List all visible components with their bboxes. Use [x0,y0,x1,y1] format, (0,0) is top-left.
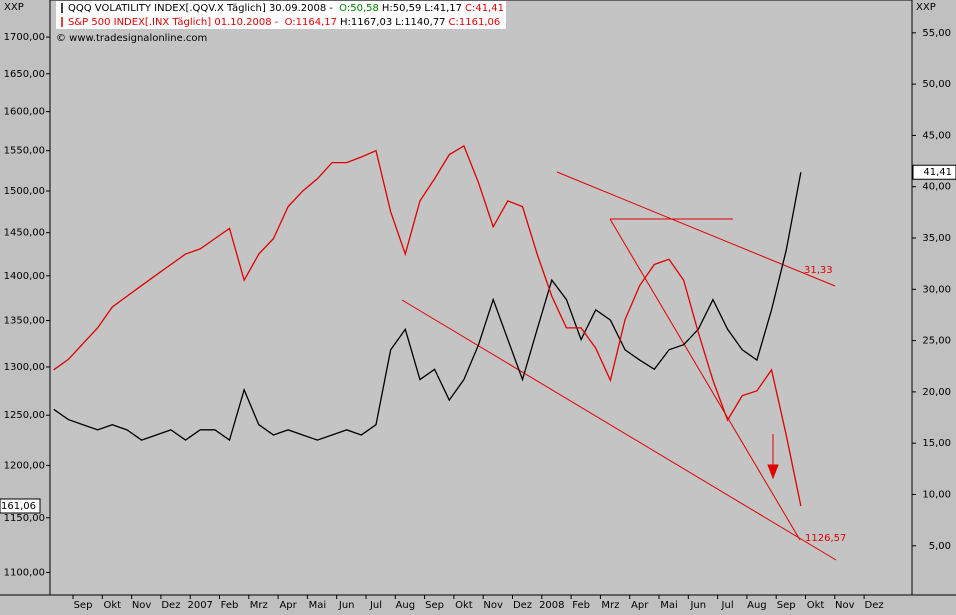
x-tick-label: Feb [572,600,590,611]
x-tick-label: Nov [483,600,503,611]
last-value-flag [912,164,956,180]
legend-bg [56,1,506,15]
y-tick-label: 1550,00 [4,146,45,157]
legend-part: L:1140,77 [395,17,445,28]
y2-tick-label: 55,00 [922,28,951,39]
x-tick-label: Jun [689,600,706,611]
x-tick-label: Mrz [250,600,268,611]
y2-tick-label: 5,00 [929,541,951,552]
y2-tick-label: 45,00 [922,130,951,141]
x-tick-label: Dez [865,600,884,611]
corner-label: XXP [4,2,24,13]
legend-part: [.INX Täglich] 01.10.2008 - [145,17,282,28]
series-line [53,172,802,442]
y2-tick-label: 15,00 [922,438,951,449]
last-value-label: 41,41 [923,167,952,178]
x-tick-label: Jul [369,600,382,611]
y-tick-label: 1250,00 [4,410,45,421]
y2-tick-label: 50,00 [922,79,951,90]
copyright: © www.tradesignalonline.com [56,33,207,44]
legend-part: C:41,41 [465,3,504,14]
y-tick-label: 1200,00 [4,460,45,471]
legend-part: H:1167,03 [340,17,392,28]
annotation: 1126,57 [805,533,846,544]
x-tick-label: Nov [835,600,855,611]
x-tick-label: Apr [279,600,297,611]
x-tick-label: Dez [513,600,532,611]
x-tick-label: Okt [104,600,122,611]
x-tick-label: Jun [338,600,355,611]
legend-part: QQQ VOLATILITY INDEX [68,3,186,14]
legend-part: C:1161,06 [449,17,501,28]
x-tick-label: 2007 [187,600,212,611]
x-tick-label: Mrz [601,600,619,611]
y-tick-label: 1300,00 [4,362,45,373]
legend-part: H:50,59 [382,3,422,14]
last-value-label: 161,06 [1,501,36,512]
y-tick-label: 1100,00 [4,567,45,578]
x-tick-label: Aug [396,600,416,611]
x-tick-label: 2008 [539,600,564,611]
series-line [53,144,802,507]
y2-tick-label: 30,00 [922,284,951,295]
y2-tick-label: 40,00 [922,182,951,193]
x-tick-label: Sep [777,600,796,611]
x-tick-label: Feb [221,600,239,611]
x-tick-label: Jul [721,600,734,611]
y-tick-label: 1650,00 [4,69,45,80]
y-tick-label: 1150,00 [4,513,45,524]
x-tick-label: Nov [132,600,152,611]
legend-entry: S&P 500 INDEX[.INX Täglich] 01.10.2008 -… [68,17,500,28]
legend-part: O:1164,17 [285,17,337,28]
legend-part: O:50,58 [339,3,379,14]
x-tick-label: Sep [425,600,444,611]
y-tick-label: 1450,00 [4,228,45,239]
legend-entry: QQQ VOLATILITY INDEX[.QQV.X Täglich] 30.… [68,3,504,14]
x-tick-label: Okt [807,600,825,611]
last-value-flag [0,498,41,514]
y-tick-label: 1700,00 [4,32,45,43]
y-tick-label: 1500,00 [4,186,45,197]
x-tick-label: Apr [631,600,649,611]
legend-bg [56,15,506,29]
x-tick-label: Sep [74,600,93,611]
y2-tick-label: 25,00 [922,336,951,347]
legend-part: [.QQV.X Täglich] 30.09.2008 - [185,3,336,14]
y-tick-label: 1600,00 [4,107,45,118]
y2-tick-label: 35,00 [922,233,951,244]
annotation: 31,33 [804,265,833,276]
plot-area [49,0,913,596]
y2-tick-label: 10,00 [922,489,951,500]
x-tick-label: Okt [455,600,473,611]
trend-lines [401,171,837,561]
legend-part: L:41,17 [424,3,462,14]
y-tick-label: 1400,00 [4,271,45,282]
x-tick-label: Dez [161,600,180,611]
x-tick-label: Mai [309,600,327,611]
x-tick-label: Mai [660,600,678,611]
y2-tick-label: 20,00 [922,387,951,398]
x-tick-label: Aug [747,600,767,611]
y-tick-label: 1350,00 [4,316,45,327]
legend-part: S&P 500 INDEX [68,17,145,28]
corner-label: XXP [916,2,936,13]
